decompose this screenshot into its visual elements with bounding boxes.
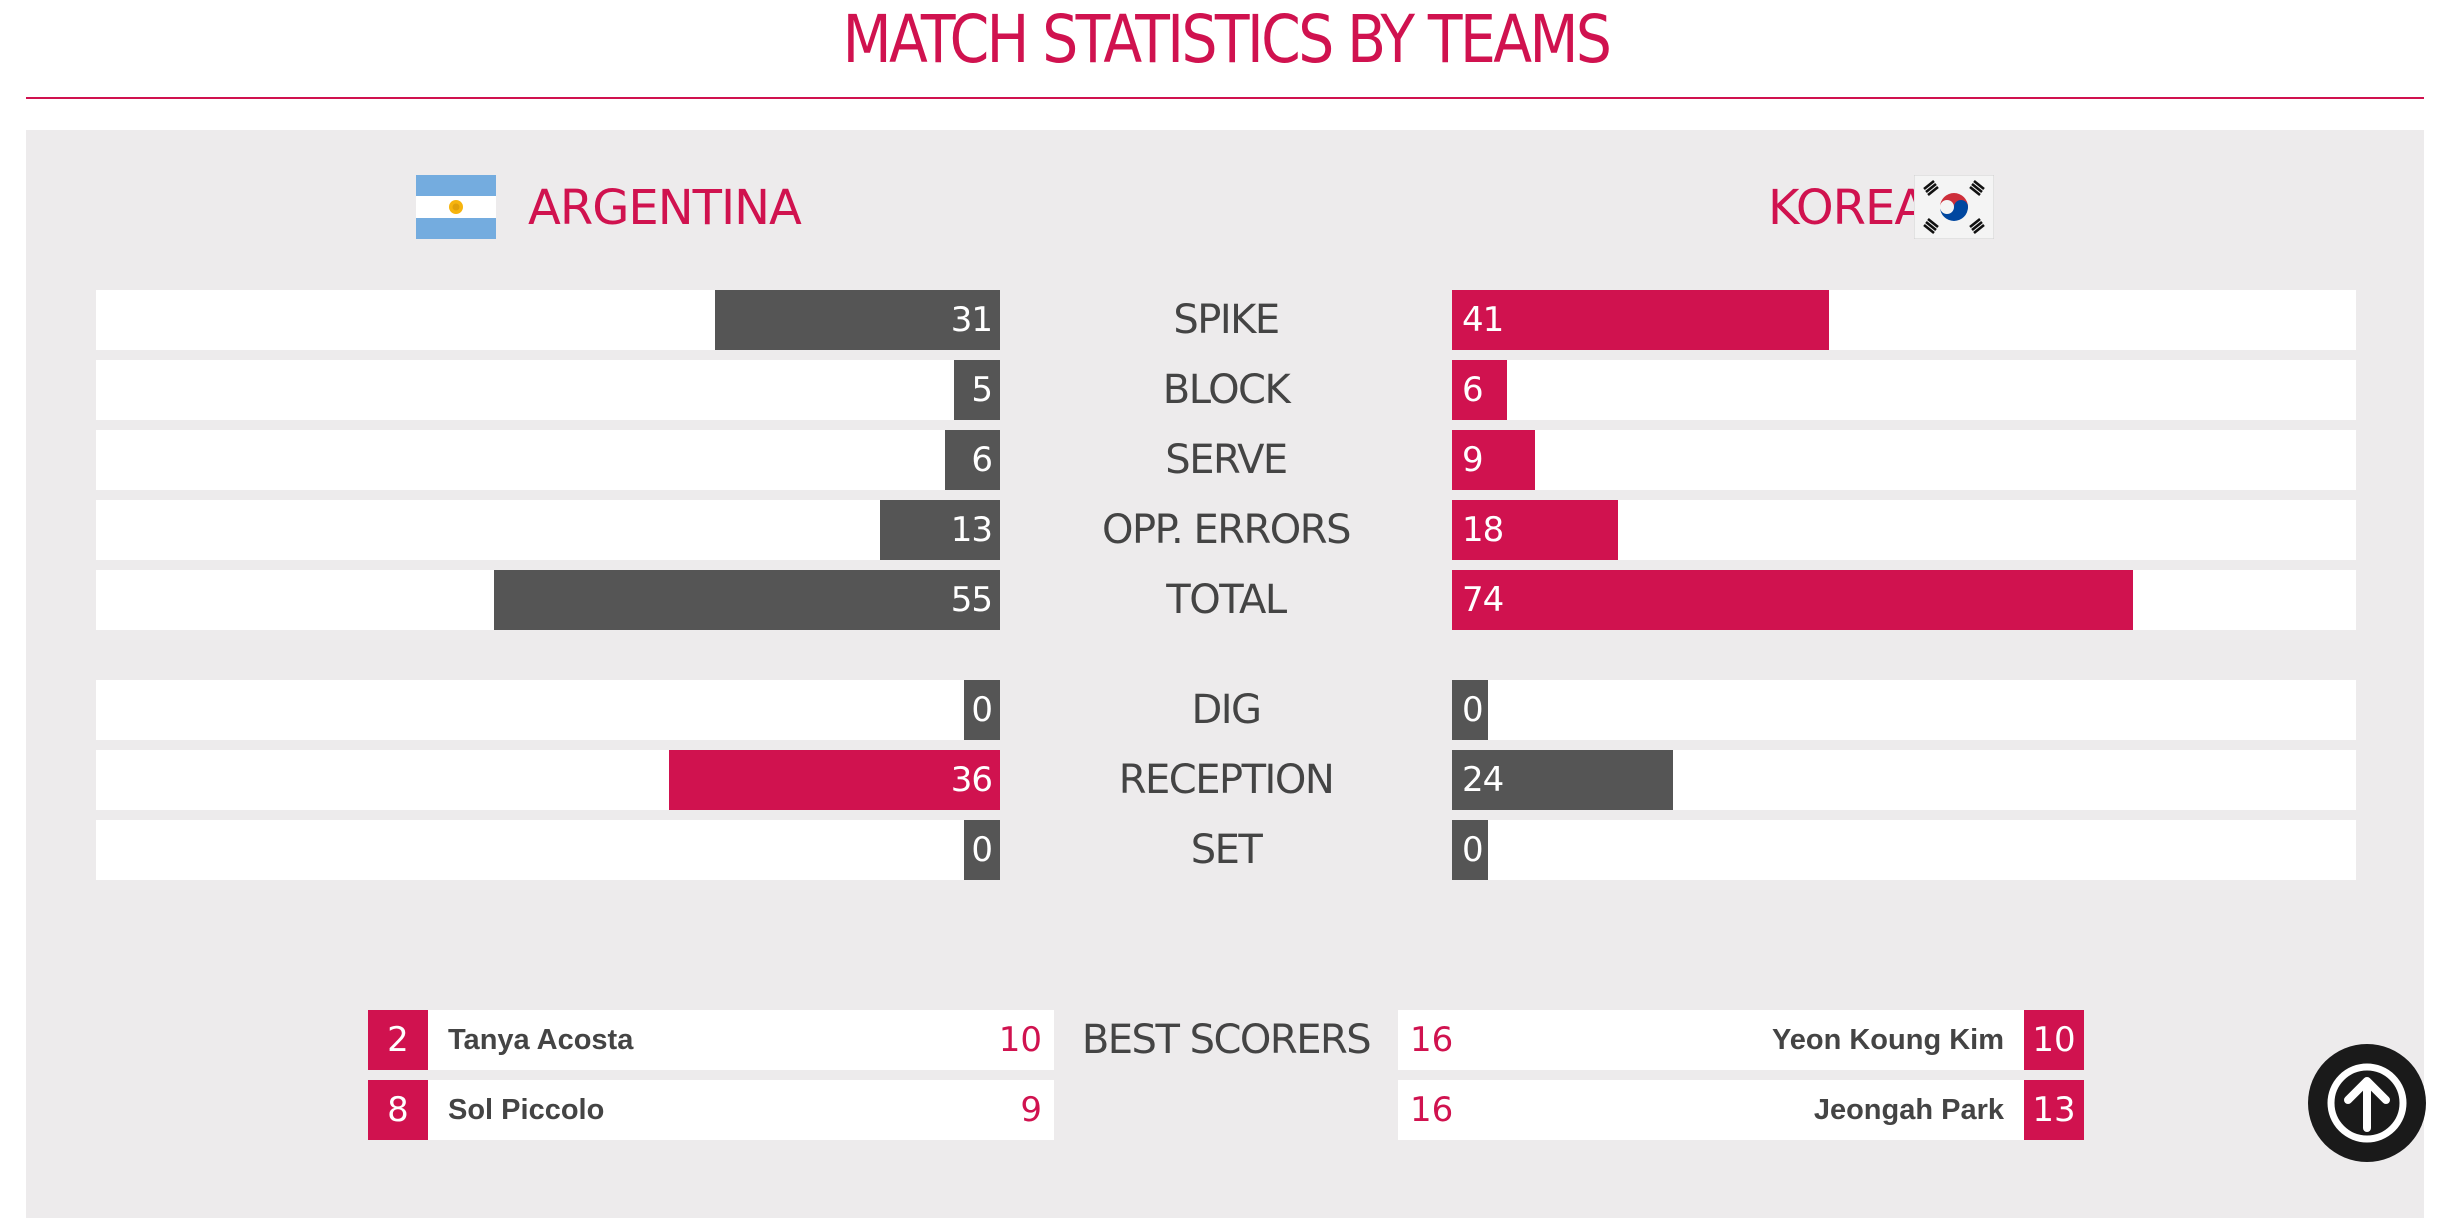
stat-bar-left: 31 xyxy=(714,290,1000,350)
arrow-up-circle-icon xyxy=(2327,1063,2407,1143)
stat-value-right: 9 xyxy=(1462,440,1484,480)
stat-value-right: 0 xyxy=(1462,690,1484,730)
stat-bar-left: 0 xyxy=(964,820,1000,880)
scorer-name: Tanya Acosta xyxy=(448,1024,634,1056)
scorer-points: 10 xyxy=(998,1020,1042,1060)
scorer-jersey-number: 8 xyxy=(368,1080,428,1140)
stat-track-left: 55 xyxy=(96,570,1000,630)
stat-bar-left: 5 xyxy=(954,360,1000,420)
title-divider xyxy=(26,97,2424,99)
scorer-row-right-1: 16 Yeon Koung Kim 10 xyxy=(1398,1010,2084,1070)
stat-bar-right: 0 xyxy=(1452,820,1488,880)
scorer-jersey-number: 2 xyxy=(368,1010,428,1070)
stat-bar-left: 0 xyxy=(964,680,1000,740)
stat-value-left: 6 xyxy=(971,440,993,480)
stat-value-left: 13 xyxy=(950,510,993,550)
stat-track-right: 74 xyxy=(1452,570,2356,630)
stat-bar-right: 6 xyxy=(1452,360,1508,420)
scorer-points: 16 xyxy=(1410,1020,1454,1060)
stat-track-right: 18 xyxy=(1452,500,2356,560)
stat-label: SERVE xyxy=(1165,437,1288,483)
stat-track-right: 41 xyxy=(1452,290,2356,350)
stat-bar-right: 41 xyxy=(1452,290,1830,350)
stat-track-left: 0 xyxy=(96,680,1000,740)
best-scorers-label: BEST SCORERS xyxy=(1081,1017,1372,1063)
stat-bar-right: 74 xyxy=(1452,570,2133,630)
page-title: MATCH STATISTICS BY TEAMS xyxy=(842,1,1612,78)
korea-flag-icon xyxy=(1914,175,1994,239)
stat-value-right: 74 xyxy=(1462,580,1504,620)
scorer-row-left-1: 2 Tanya Acosta 10 xyxy=(368,1010,1054,1070)
scorer-row-right-2: 16 Jeongah Park 13 xyxy=(1398,1080,2084,1140)
scorer-jersey-number: 10 xyxy=(2024,1010,2084,1070)
stat-bar-left: 13 xyxy=(880,500,1000,560)
stat-bar-left: 36 xyxy=(668,750,1000,810)
stat-value-right: 18 xyxy=(1462,510,1504,550)
stat-bar-right: 18 xyxy=(1452,500,1618,560)
stat-track-right: 6 xyxy=(1452,360,2356,420)
scorer-row-left-2: 8 Sol Piccolo 9 xyxy=(368,1080,1054,1140)
stat-label: DIG xyxy=(1191,687,1262,733)
stat-value-left: 31 xyxy=(950,300,993,340)
stat-bar-left: 55 xyxy=(494,570,1000,630)
stat-bar-right: 24 xyxy=(1452,750,1673,810)
stat-label: RECEPTION xyxy=(1118,757,1335,803)
stat-label: TOTAL xyxy=(1166,577,1287,623)
stat-bar-left: 6 xyxy=(944,430,1000,490)
stat-track-left: 5 xyxy=(96,360,1000,420)
stat-value-right: 6 xyxy=(1462,370,1484,410)
stat-value-right: 24 xyxy=(1462,760,1504,800)
stat-track-right: 24 xyxy=(1452,750,2356,810)
stat-track-left: 13 xyxy=(96,500,1000,560)
scorer-name: Jeongah Park xyxy=(1813,1094,2004,1126)
scorer-name: Sol Piccolo xyxy=(448,1094,605,1126)
stat-bar-right: 9 xyxy=(1452,430,1535,490)
scroll-to-top-button[interactable] xyxy=(2308,1044,2426,1162)
stat-track-right: 0 xyxy=(1452,680,2356,740)
scorer-points: 16 xyxy=(1410,1090,1454,1130)
stat-track-left: 36 xyxy=(96,750,1000,810)
stat-value-left: 0 xyxy=(971,830,993,870)
stat-bar-right: 0 xyxy=(1452,680,1488,740)
team-name-left: ARGENTINA xyxy=(528,180,802,236)
stat-track-right: 9 xyxy=(1452,430,2356,490)
stat-track-left: 0 xyxy=(96,820,1000,880)
stat-track-right: 0 xyxy=(1452,820,2356,880)
scorer-jersey-number: 13 xyxy=(2024,1080,2084,1140)
stat-track-left: 6 xyxy=(96,430,1000,490)
stat-value-left: 5 xyxy=(971,370,993,410)
stat-label: OPP. ERRORS xyxy=(1102,507,1351,553)
stat-value-right: 41 xyxy=(1462,300,1504,340)
stat-value-right: 0 xyxy=(1462,830,1484,870)
stat-track-left: 31 xyxy=(96,290,1000,350)
stat-value-left: 55 xyxy=(950,580,993,620)
stat-value-left: 0 xyxy=(971,690,993,730)
stat-label: BLOCK xyxy=(1162,367,1291,413)
team-name-right: KOREA xyxy=(1768,180,1927,236)
argentina-flag-icon xyxy=(416,175,496,239)
stat-label: SPIKE xyxy=(1173,297,1280,343)
stat-label: SET xyxy=(1190,827,1263,873)
scorer-points: 9 xyxy=(1020,1090,1042,1130)
stat-value-left: 36 xyxy=(950,760,993,800)
scorer-name: Yeon Koung Kim xyxy=(1772,1024,2004,1056)
